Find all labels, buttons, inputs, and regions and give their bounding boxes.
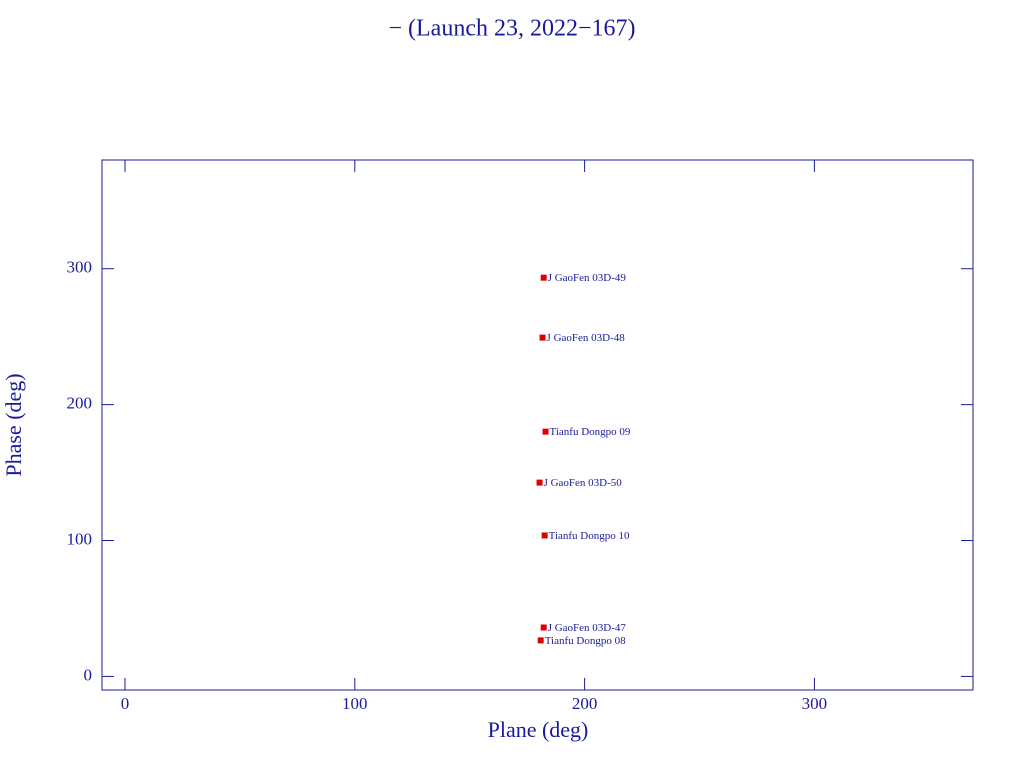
plot-frame	[101, 159, 974, 691]
point	[542, 428, 549, 435]
x-tick-label: 0	[121, 694, 130, 713]
point-label: J GaoFen 03D-50	[544, 477, 623, 489]
y-tick-label: 0	[84, 665, 93, 684]
point-label: J GaoFen 03D-47	[548, 622, 627, 634]
point	[541, 532, 548, 539]
point-label: J GaoFen 03D-48	[547, 332, 626, 344]
y-tick-label: 300	[67, 258, 93, 277]
chart-title: − (Launch 23, 2022−167)	[388, 16, 635, 42]
point	[536, 479, 543, 486]
point	[540, 274, 547, 281]
point-label: Tianfu Dongpo 10	[549, 530, 630, 542]
y-tick-label: 200	[67, 394, 93, 413]
y-tick-label: 100	[67, 529, 93, 548]
x-tick-label: 100	[342, 694, 368, 713]
point-label: J GaoFen 03D-49	[548, 272, 627, 284]
y-axis-label: Phase (deg)	[1, 373, 26, 476]
x-tick-label: 300	[802, 694, 828, 713]
point	[540, 624, 547, 631]
point-label: Tianfu Dongpo 08	[545, 635, 626, 647]
x-axis-label: Plane (deg)	[488, 717, 589, 742]
point	[537, 637, 544, 644]
x-tick-label: 200	[572, 694, 598, 713]
point-label: Tianfu Dongpo 09	[550, 426, 631, 438]
point	[539, 334, 546, 341]
